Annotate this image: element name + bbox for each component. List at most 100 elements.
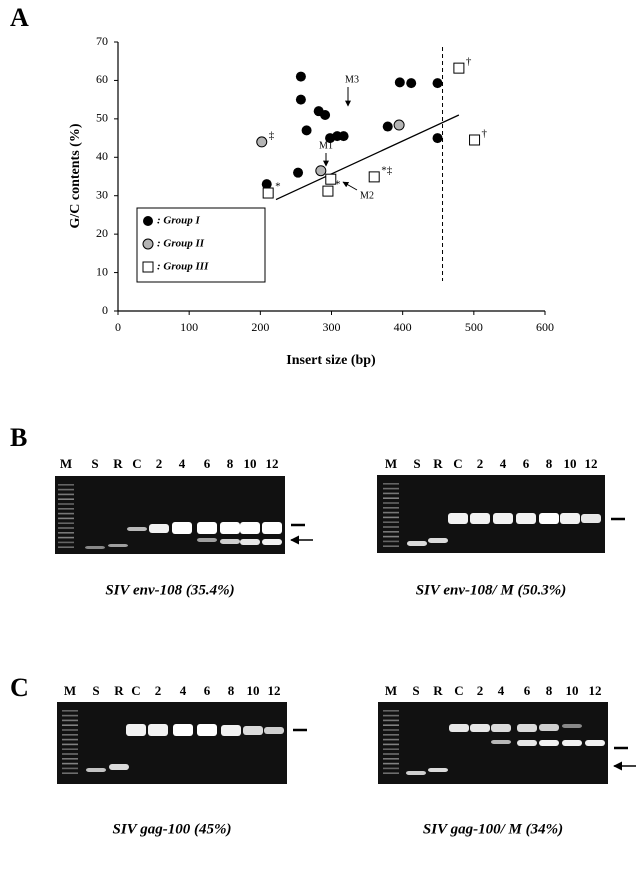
ladder-band <box>62 734 78 736</box>
ladder-band <box>383 772 399 774</box>
gel-band <box>220 522 240 534</box>
lane-label: 6 <box>524 683 531 698</box>
ladder-band <box>62 748 78 750</box>
annotation: M2 <box>360 190 374 201</box>
gel-band <box>517 740 537 746</box>
lane-label: R <box>433 683 443 698</box>
ladder-band <box>62 719 78 722</box>
ladder-band <box>58 522 74 524</box>
point <box>469 134 481 146</box>
point-label: † <box>466 56 472 68</box>
ladder-band <box>383 507 399 509</box>
ladder-band <box>383 724 399 726</box>
gel-band <box>126 724 146 736</box>
gel-band <box>109 764 129 770</box>
lane-label: C <box>131 683 140 698</box>
gel-band <box>240 539 260 545</box>
point-label: * <box>275 181 281 193</box>
ladder-band <box>383 729 399 731</box>
ladder-band <box>383 719 399 722</box>
lane-label: 12 <box>589 683 602 698</box>
gel-band <box>197 538 217 542</box>
legend-marker <box>142 238 154 250</box>
lane-label: M <box>385 456 397 471</box>
gel-band <box>262 539 282 545</box>
lane-label: 8 <box>546 456 553 471</box>
point <box>256 136 268 148</box>
lane-label: 2 <box>156 456 163 471</box>
x-tick-label: 500 <box>465 320 483 334</box>
gel-band <box>428 768 448 772</box>
point <box>315 165 327 177</box>
annotation: M3 <box>345 74 359 85</box>
gel-band <box>539 740 559 746</box>
gel-caption: SIV gag-100 (45%) <box>113 821 232 837</box>
gel-panel: M S R C 2 4 6 8 10 12 SIV gag-100 (45%) <box>57 683 307 837</box>
gel-band <box>493 513 513 524</box>
gel-band <box>470 513 490 524</box>
gel-band <box>517 724 537 732</box>
point <box>301 125 312 136</box>
gel-band <box>581 514 601 523</box>
point <box>432 78 443 89</box>
point <box>368 171 380 183</box>
gel-caption: SIV env-108 (35.4%) <box>105 582 234 598</box>
ladder-band <box>62 743 78 746</box>
ladder-band <box>383 545 399 547</box>
gel-band <box>86 768 106 772</box>
gel-band <box>449 724 469 732</box>
x-tick-label: 300 <box>323 320 341 334</box>
lane-label: 10 <box>244 456 257 471</box>
gel-band <box>149 524 169 533</box>
point <box>262 187 274 199</box>
gel-band <box>85 546 105 549</box>
lane-label: 12 <box>585 456 598 471</box>
lane-label: 4 <box>179 456 186 471</box>
point-label: † <box>482 128 488 140</box>
ladder-band <box>383 738 399 741</box>
lane-label: 2 <box>477 456 484 471</box>
ladder-band <box>383 511 399 514</box>
ladder-band <box>58 498 74 500</box>
lane-label: R <box>114 683 124 698</box>
gel-band <box>172 522 192 534</box>
lane-label: M <box>385 683 397 698</box>
ladder-band <box>383 502 399 504</box>
lane-label: S <box>412 683 419 698</box>
ladder-band <box>62 762 78 765</box>
gel-band <box>539 513 559 524</box>
legend-marker <box>142 261 154 273</box>
lane-label: 4 <box>180 683 187 698</box>
point <box>295 94 306 105</box>
ladder-band <box>62 753 78 755</box>
lane-label: S <box>92 683 99 698</box>
gel-band <box>220 539 240 544</box>
series <box>261 71 443 190</box>
point <box>322 185 334 197</box>
point <box>293 167 304 178</box>
point <box>394 77 405 88</box>
lane-label: 4 <box>500 456 507 471</box>
ladder-band <box>62 758 78 760</box>
ladder-band <box>383 497 399 499</box>
lane-label: 8 <box>546 683 553 698</box>
gel-band <box>240 522 260 534</box>
ladder-band <box>383 767 399 770</box>
ladder-band <box>58 527 74 529</box>
lane-label: C <box>132 456 141 471</box>
gel-caption: SIV env-108/ M (50.3%) <box>416 582 567 598</box>
lane-label: S <box>91 456 98 471</box>
gel-band <box>173 724 193 736</box>
point <box>338 131 349 142</box>
gel-band <box>539 724 559 731</box>
gel-band <box>148 724 168 736</box>
ladder-band <box>58 508 74 510</box>
gel-band <box>127 527 147 531</box>
point <box>320 110 331 121</box>
ladder-band <box>383 516 399 519</box>
lane-label: 2 <box>477 683 484 698</box>
gel-band <box>243 726 263 735</box>
ladder-band <box>383 540 399 543</box>
ladder-band <box>383 492 399 495</box>
y-tick-label: 10 <box>96 264 108 278</box>
